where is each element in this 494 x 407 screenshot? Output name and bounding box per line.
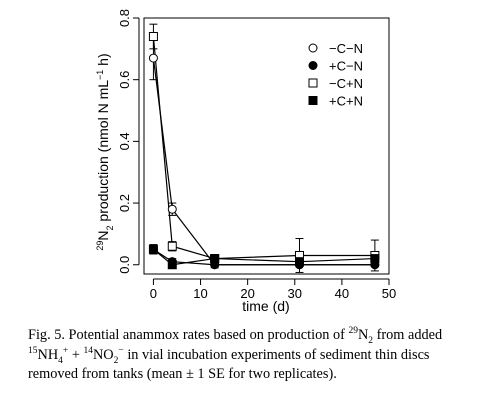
y-tick-label: 0.0: [117, 256, 132, 274]
legend-marker-2: [308, 78, 318, 88]
plot-frame: [143, 17, 390, 275]
plot-area: 0 10 20 30 40 50 0.0 0.2 0.4 0.6 0.8 −C−N +C−N −C+N +C…: [117, 9, 396, 301]
svg-text:29N2 production (nmol N mL−1 h: 29N2 production (nmol N mL−1 h): [95, 53, 115, 250]
caption-text-3: in vial incubation experiments of sedime…: [28, 346, 430, 383]
data-point-2: [167, 241, 177, 251]
caption-sup14: 14: [83, 345, 93, 356]
y-label-end: ): [95, 53, 111, 58]
caption-sup-minus: −: [118, 345, 124, 356]
legend-marker-0: [308, 43, 318, 53]
legend-label-1: +C−N: [329, 59, 363, 74]
y-axis-label: 29N2 production (nmol N mL−1 h): [95, 53, 115, 250]
x-axis-label: time (d): [242, 298, 289, 314]
y-tick-label: 0.8: [117, 9, 132, 27]
x-tick-label: 40: [335, 286, 349, 301]
caption-sup-plus: +: [62, 345, 69, 356]
caption-text-1: Potential anammox rates based on product…: [64, 327, 349, 343]
caption-sup15: 15: [28, 345, 38, 356]
data-point-0: [148, 53, 158, 63]
data-point-3: [210, 254, 220, 264]
caption-no: NO: [92, 346, 114, 363]
y-tick-label: 0.2: [117, 194, 132, 212]
legend-label-3: +C+N: [329, 94, 363, 109]
data-point-3: [370, 254, 380, 264]
caption-plus: +: [68, 346, 84, 363]
x-tick-label: 20: [240, 286, 254, 301]
y-label-n: N: [95, 231, 111, 241]
x-tick-label: 10: [193, 286, 207, 301]
y-label-exp: −1: [95, 70, 105, 80]
legend-label-0: −C−N: [329, 41, 363, 56]
y-label-main: production (nmol N mL: [95, 80, 111, 226]
legend-marker-3: [308, 96, 318, 105]
caption-lead: Fig. 5.: [28, 327, 65, 343]
legend-marker-1: [308, 61, 318, 70]
data-point-0: [167, 204, 177, 214]
legend-label-2: −C+N: [329, 76, 363, 91]
caption-text-2: from added: [373, 327, 443, 343]
caption-n: N: [357, 327, 369, 343]
caption-n29: 29: [348, 326, 358, 337]
y-tick-label: 0.6: [117, 71, 132, 89]
data-point-3: [167, 260, 177, 270]
x-tick-label: 50: [382, 286, 396, 301]
y-tick-label: 0.4: [117, 132, 132, 150]
caption-nh: NH: [37, 346, 59, 363]
data-point-2: [148, 32, 158, 42]
caption-subno2: 2: [113, 355, 119, 366]
y-label-sub: 2: [105, 225, 115, 230]
data-point-3: [148, 244, 158, 254]
chart: 0 10 20 30 40 50 0.0 0.2 0.4 0.6 0.8 −C−N +C−N −C+N +C…: [95, 9, 396, 314]
y-label-h: h: [95, 58, 111, 70]
figure-caption: Fig. 5. Potential anammox rates based on…: [28, 326, 480, 385]
data-point-3: [294, 257, 304, 267]
x-tick-label: 30: [288, 286, 302, 301]
caption-sub2: 2: [368, 335, 374, 346]
y-label-isotope: 29: [95, 241, 105, 251]
caption-sub4: 4: [58, 355, 63, 366]
x-tick-label: 0: [150, 286, 157, 301]
